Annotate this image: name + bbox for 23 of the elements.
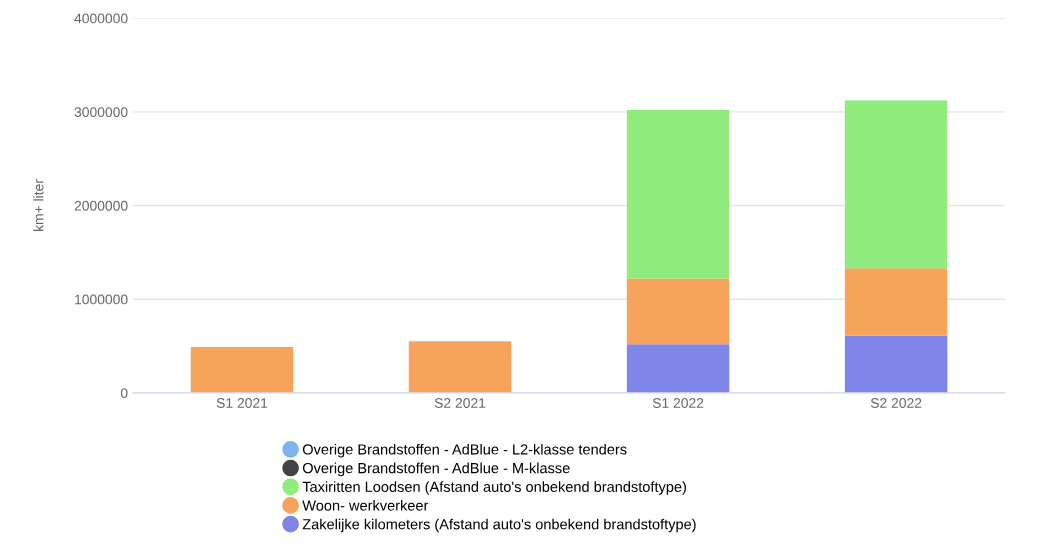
y-tick-label: 4000000 <box>74 13 128 24</box>
legend-label: Overige Brandstoffen - AdBlue - L2-klasse tenders <box>302 443 627 458</box>
bar <box>190 346 294 393</box>
y-tick-label: 3000000 <box>74 107 128 118</box>
legend-label: Zakelijke kilometers (Afstand auto's onbekend brandstoftype) <box>302 518 696 533</box>
y-axis-title: km+ liter <box>33 179 44 232</box>
bar <box>844 100 948 269</box>
bar <box>626 278 730 345</box>
legend-label: Overige Brandstoffen - AdBlue - M-klasse <box>302 462 570 477</box>
bar <box>626 344 730 393</box>
y-tick-label: 0 <box>120 388 128 399</box>
x-tick-label: S1 2022 <box>652 398 704 408</box>
bar <box>844 335 948 393</box>
y-tick-label: 1000000 <box>75 294 128 305</box>
x-tick-label: S2 2021 <box>434 398 486 408</box>
bar <box>844 268 948 336</box>
bar <box>408 341 512 393</box>
x-tick-label: S1 2021 <box>216 398 268 408</box>
legend-label: Taxiritten Loodsen (Afstand auto's onbekend brandstoftype) <box>302 481 686 495</box>
x-tick-label: S2 2022 <box>870 398 922 408</box>
bar <box>626 109 730 279</box>
y-tick-label: 2000000 <box>74 200 128 211</box>
legend-label: Woon- werkverkeer <box>302 499 429 511</box>
